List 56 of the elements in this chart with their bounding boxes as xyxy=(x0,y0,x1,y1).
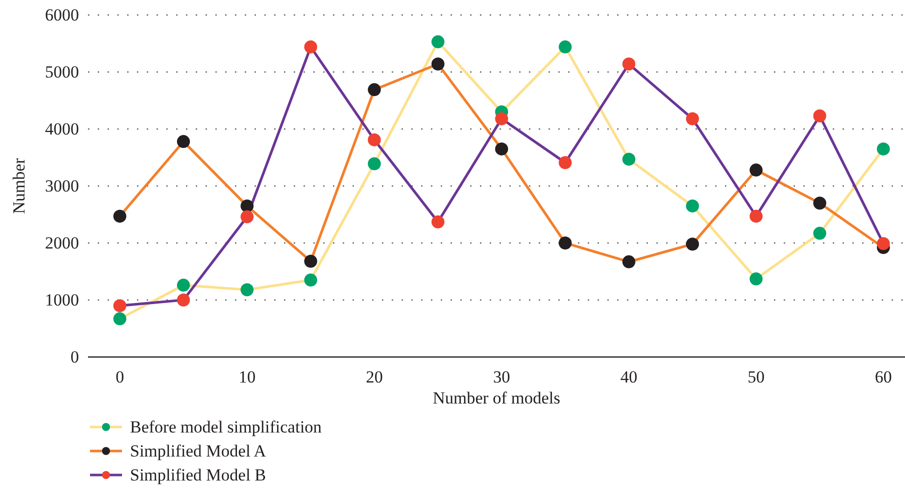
point xyxy=(240,283,254,296)
x-tick-label: 50 xyxy=(748,368,765,386)
point xyxy=(113,210,126,223)
point xyxy=(176,135,190,148)
point xyxy=(240,210,254,224)
point xyxy=(750,210,763,223)
y-tick-label: 5000 xyxy=(45,62,79,82)
point xyxy=(304,254,318,268)
point xyxy=(431,58,444,71)
point xyxy=(813,196,826,210)
x-tick-label: 60 xyxy=(874,368,892,386)
point xyxy=(750,164,763,177)
point xyxy=(176,294,190,306)
point xyxy=(495,142,508,156)
point xyxy=(558,156,572,170)
y-axis-title: Number xyxy=(10,158,28,214)
point xyxy=(876,237,890,250)
point xyxy=(304,40,318,54)
point xyxy=(240,199,254,212)
y-tick-label: 1000 xyxy=(45,290,79,310)
y-tick-label: 4000 xyxy=(45,120,79,138)
point xyxy=(558,236,572,250)
point xyxy=(113,299,126,312)
point xyxy=(431,215,444,228)
point xyxy=(368,157,381,170)
y-tick-label: 0 xyxy=(70,348,79,366)
x-axis-title: Number of models xyxy=(432,388,560,408)
point xyxy=(813,226,826,240)
point xyxy=(368,83,381,96)
point xyxy=(558,40,572,54)
point xyxy=(495,112,508,126)
point xyxy=(622,58,636,71)
legend-label: Before model simplification xyxy=(130,418,322,436)
x-tick-label: 40 xyxy=(620,368,638,386)
legend-label: Simplified Model A xyxy=(130,442,267,460)
x-tick-label: 30 xyxy=(493,368,510,386)
point xyxy=(176,278,190,292)
y-tick-label: 6000 xyxy=(45,6,79,24)
x-tick-label: 0 xyxy=(116,368,124,386)
point xyxy=(750,272,763,286)
point xyxy=(876,142,890,156)
point xyxy=(686,112,699,126)
x-tick-label: 10 xyxy=(238,368,256,386)
y-tick-label: 2000 xyxy=(45,234,79,252)
point xyxy=(304,274,318,287)
point xyxy=(686,238,699,251)
point xyxy=(813,109,826,122)
point xyxy=(113,312,126,326)
point xyxy=(622,152,636,166)
point xyxy=(368,133,381,146)
point xyxy=(622,255,636,268)
point xyxy=(431,35,444,48)
x-tick-label: 20 xyxy=(366,368,383,386)
point xyxy=(686,199,699,212)
legend-label: Simplified Model B xyxy=(130,466,266,484)
y-tick-label: 3000 xyxy=(45,176,79,196)
